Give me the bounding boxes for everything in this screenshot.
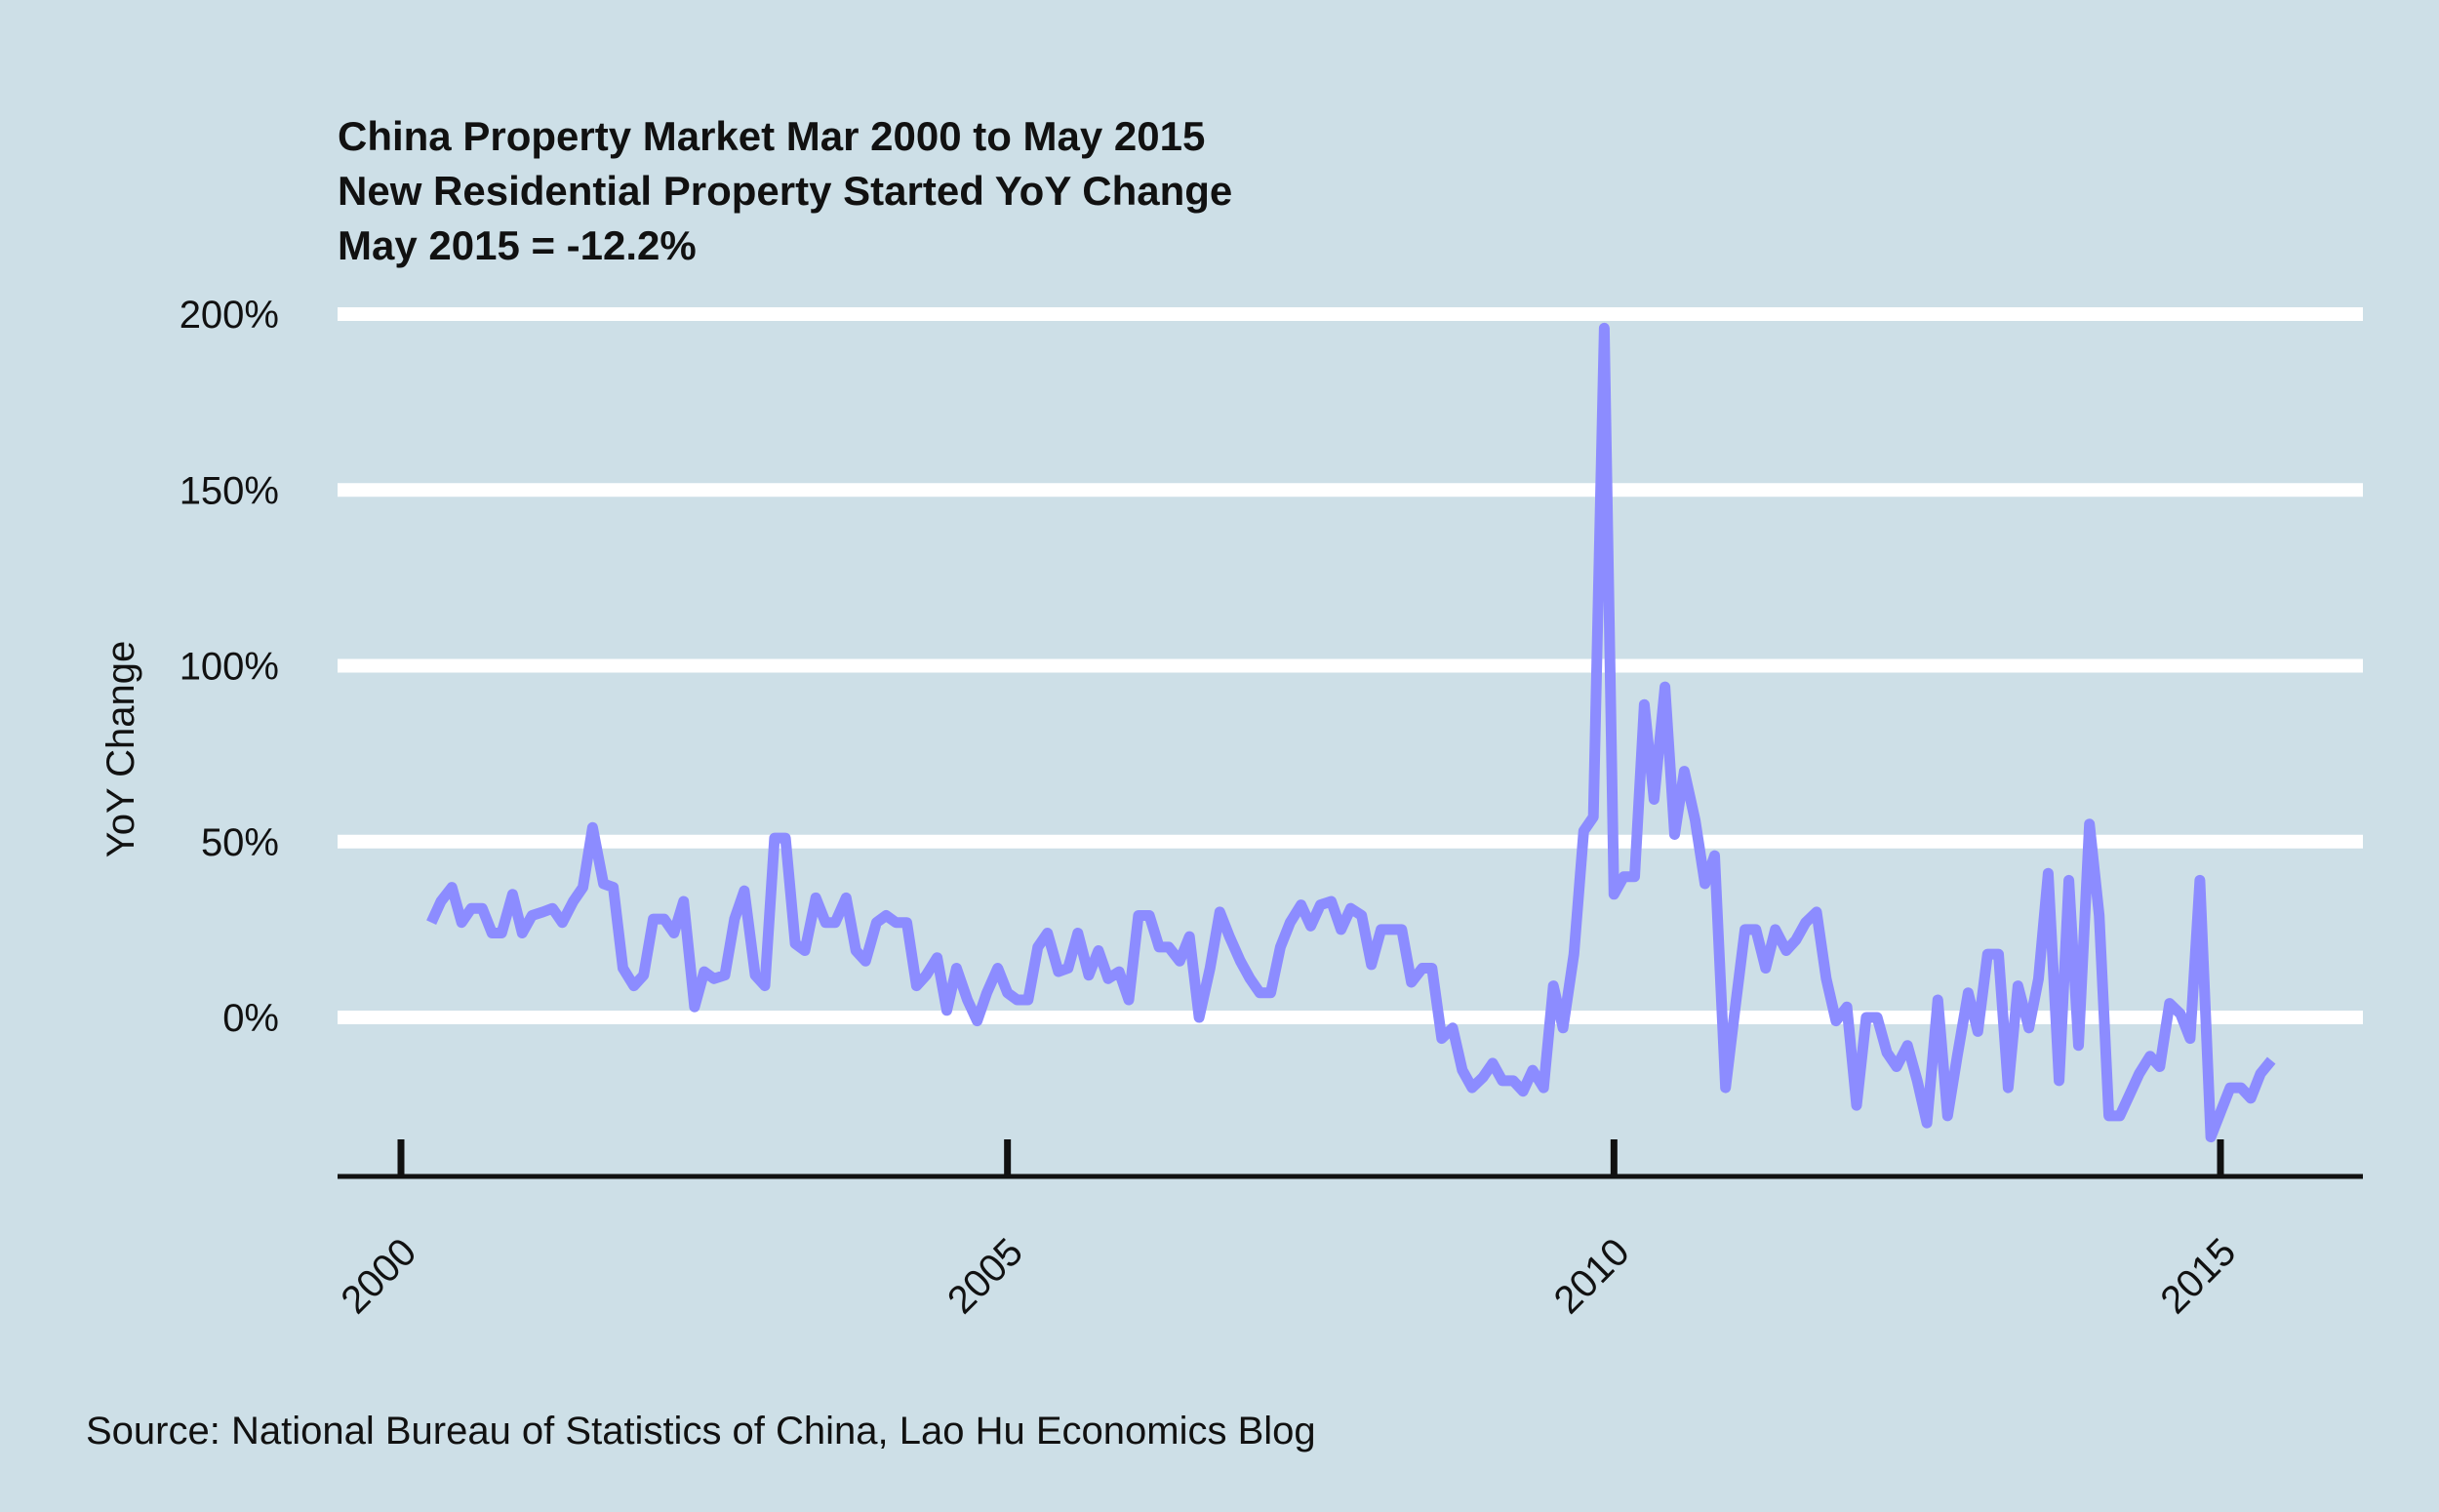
title-line-1: China Property Market Mar 2000 to May 20… — [338, 113, 1205, 159]
title-line-3: May 2015 = -12.2% — [338, 222, 697, 268]
y-axis-label: YoY Change — [100, 641, 142, 857]
x-tick-label-2: 2010 — [1546, 1230, 1638, 1322]
x-axis: 2000 2005 2010 2015 — [333, 1139, 2363, 1322]
x-tick-label-1: 2005 — [940, 1230, 1031, 1322]
x-tick-label-0: 2000 — [333, 1230, 424, 1322]
x-tick-label-3: 2015 — [2152, 1230, 2244, 1322]
source-note: Source: National Bureau of Statistics of… — [86, 1410, 1316, 1452]
title-line-2: New Residential Property Started YoY Cha… — [338, 168, 1232, 214]
y-tick-label-2: 100% — [180, 646, 279, 689]
series-line-0 — [426, 322, 2276, 1143]
y-tick-labels: 0% 50% 100% 150% 200% — [180, 294, 279, 1040]
y-tick-label-3: 150% — [180, 469, 279, 512]
data-series — [426, 322, 2276, 1143]
y-tick-label-1: 50% — [201, 821, 279, 864]
y-tick-label-0: 0% — [222, 997, 279, 1040]
y-tick-label-4: 200% — [180, 294, 279, 337]
chart-title: China Property Market Mar 2000 to May 20… — [338, 113, 1232, 268]
